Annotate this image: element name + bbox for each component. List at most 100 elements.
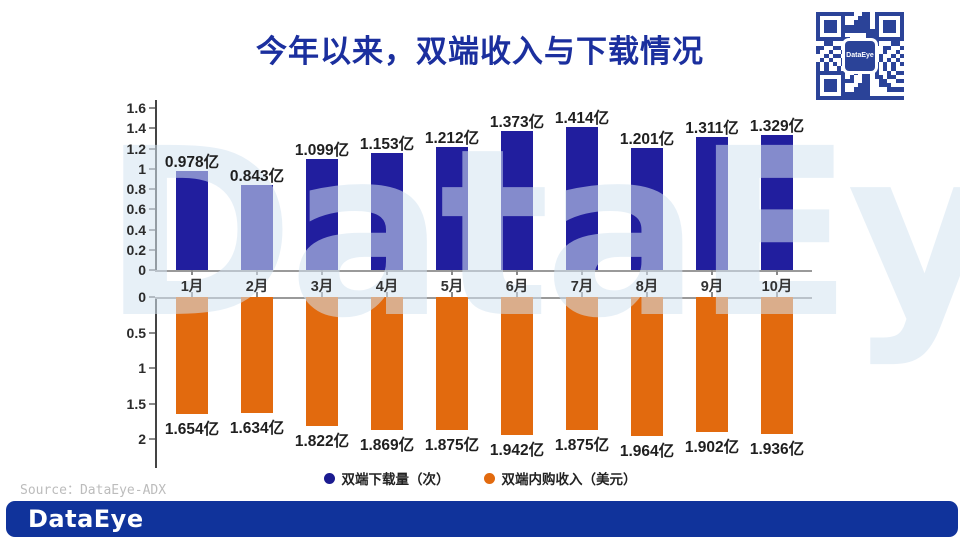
qr-module	[866, 79, 871, 84]
x-tick	[581, 292, 583, 297]
bottom-y-axis	[155, 297, 157, 468]
download-bar	[631, 148, 663, 270]
qr-module	[891, 37, 896, 42]
x-tick	[711, 292, 713, 297]
qr-module	[895, 41, 900, 46]
y-tick	[149, 188, 155, 190]
qr-module	[857, 83, 863, 88]
qr-module	[824, 95, 829, 100]
y-tick	[149, 127, 155, 130]
qr-module	[816, 62, 821, 67]
qr-module	[866, 74, 871, 80]
chart-legend: 双端下载量（次） 双端内购收入（美元）	[0, 468, 960, 488]
revenue-bar	[241, 297, 273, 413]
y-tick	[149, 228, 155, 231]
revenue-bar	[566, 297, 598, 431]
qr-module	[891, 95, 896, 100]
qr-module	[883, 79, 888, 84]
qr-module	[820, 70, 825, 75]
qr-module	[895, 12, 900, 17]
x-tick	[191, 292, 193, 297]
qr-module	[878, 74, 884, 80]
qr-module	[866, 95, 871, 100]
qr-module	[874, 37, 879, 42]
revenue-bar	[696, 297, 728, 433]
qr-module	[887, 28, 892, 33]
qr-module	[841, 87, 846, 92]
qr-module	[862, 70, 867, 75]
revenue-bar	[306, 297, 338, 427]
qr-module	[887, 37, 892, 42]
qr-module	[874, 74, 879, 80]
qr-module	[828, 41, 833, 46]
qr-module	[841, 95, 846, 100]
qr-module	[841, 83, 846, 88]
qr-module	[832, 87, 837, 92]
qr-module	[883, 62, 888, 67]
qr-module	[816, 45, 821, 50]
qr-module	[832, 20, 837, 25]
y-tick	[149, 147, 155, 150]
qr-module	[816, 74, 821, 80]
qr-module	[866, 20, 871, 25]
qr-module	[866, 83, 871, 88]
qr-module	[841, 49, 846, 54]
qr-module	[832, 62, 837, 67]
qr-module	[866, 87, 871, 92]
legend-label: 双端下载量（次）	[341, 472, 450, 487]
qr-module	[874, 28, 879, 33]
qr-module	[870, 37, 875, 42]
qr-module	[899, 95, 904, 100]
legend-item: 双端内购收入（美元）	[483, 468, 637, 488]
download-bar	[371, 153, 403, 270]
qr-module	[874, 66, 879, 71]
download-bar	[696, 137, 728, 270]
qr-module	[866, 70, 871, 75]
qr-module	[874, 12, 879, 17]
legend-item: 双端下载量（次）	[323, 468, 450, 488]
qr-module	[828, 12, 833, 17]
qr-module	[845, 28, 850, 33]
qr-module	[841, 16, 846, 21]
x-tick	[776, 292, 778, 297]
page-title: 今年以来，双端收入与下载情况	[256, 34, 704, 69]
qr-module	[895, 70, 900, 75]
qr-module	[853, 70, 858, 75]
qr-module	[820, 45, 825, 50]
qr-module	[853, 91, 858, 96]
download-bar	[176, 170, 208, 270]
download-bar	[566, 126, 598, 270]
x-tick	[581, 270, 583, 275]
x-tick	[321, 292, 323, 297]
revenue-bar	[501, 297, 533, 435]
qr-module	[841, 20, 846, 25]
qr-module	[895, 37, 900, 42]
qr-module	[857, 16, 863, 21]
qr-module	[899, 37, 904, 42]
qr-module	[845, 95, 850, 100]
qr-module	[862, 83, 867, 88]
qr-module	[841, 32, 846, 38]
legend-dot-icon	[483, 472, 495, 484]
qr-module	[836, 53, 842, 59]
bottom-baseline	[155, 297, 812, 299]
qr-module	[816, 66, 821, 71]
qr-module	[878, 12, 884, 17]
qr-module	[874, 70, 879, 75]
top-y-axis	[155, 100, 157, 270]
qr-module	[816, 32, 821, 38]
dataeye-logo: DataEye	[28, 505, 144, 533]
qr-module	[878, 95, 884, 100]
qr-module	[824, 79, 829, 84]
qr-module	[862, 16, 867, 21]
qr-module	[870, 32, 875, 38]
qr-module	[824, 53, 829, 59]
qr-module	[853, 24, 858, 29]
qr-module	[849, 79, 854, 84]
qr-module	[862, 79, 867, 84]
qr-module	[862, 28, 867, 33]
qr-module	[828, 70, 833, 75]
qr-module	[832, 24, 837, 29]
qr-module	[874, 20, 879, 25]
download-bar	[436, 147, 468, 270]
